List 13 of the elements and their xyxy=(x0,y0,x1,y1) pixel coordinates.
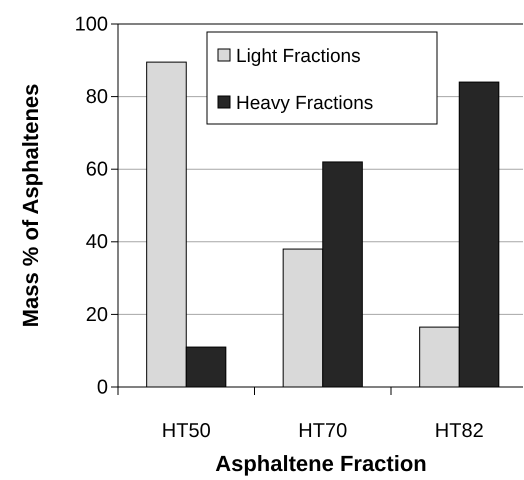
x-axis-title: Asphaltene Fraction xyxy=(215,451,427,476)
y-tick-label: 80 xyxy=(86,86,108,108)
y-tick-label: 40 xyxy=(86,231,108,254)
y-tick-label: 100 xyxy=(74,13,108,36)
y-tick-label: 0 xyxy=(96,376,108,398)
y-tick-label: 60 xyxy=(86,158,108,181)
x-tick-label: HT70 xyxy=(298,420,348,442)
x-tick-label: HT82 xyxy=(434,420,484,442)
y-axis-title: Mass % of Asphaltenes xyxy=(18,84,43,328)
legend-label: Heavy Fractions xyxy=(236,93,374,114)
x-tick-label: HT50 xyxy=(162,420,211,442)
y-tick-label: 20 xyxy=(86,304,108,326)
legend-label: Light Fractions xyxy=(236,46,361,67)
